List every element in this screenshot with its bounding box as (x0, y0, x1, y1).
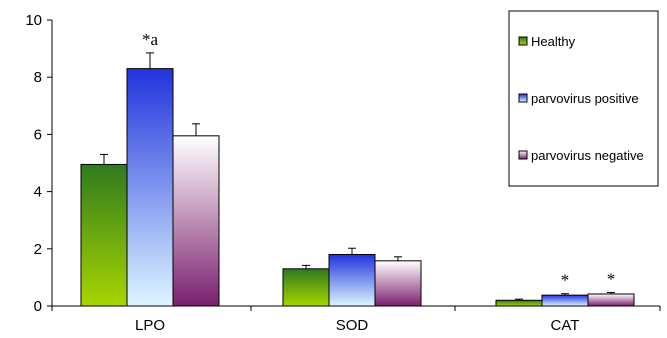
significance-annotation: * (607, 270, 616, 289)
legend-label: parvovirus positive (531, 91, 639, 106)
legend-label: parvovirus negative (531, 148, 644, 163)
y-tick-label: 6 (34, 126, 42, 143)
category-label-sod: SOD (336, 317, 369, 334)
bar-lpo-series-0 (80, 163, 128, 307)
category-label-cat: CAT (551, 317, 580, 334)
bar-sod-series-2 (374, 260, 422, 307)
legend-swatch (518, 150, 528, 160)
bar-cat-series-1 (541, 294, 589, 307)
significance-annotation: * (561, 271, 570, 290)
significance-annotation: *a (142, 30, 159, 49)
legend-box (508, 10, 659, 187)
bars (80, 52, 635, 307)
bar-sod-series-0 (282, 268, 330, 307)
y-tick-label: 10 (25, 12, 42, 29)
bar-sod-series-1 (328, 254, 376, 307)
y-tick-label: 4 (34, 184, 42, 201)
legend-swatch (518, 93, 528, 103)
y-tick-label: 2 (34, 241, 42, 258)
legend: Healthy parvovirus positive parvovirus neg… (508, 10, 659, 187)
bar-cat-series-0 (495, 299, 543, 307)
legend-label: Healthy (531, 34, 576, 49)
legend-swatch (518, 36, 528, 46)
bar-lpo-series-1 (126, 68, 174, 307)
labels: LPO SOD CAT *a * * (135, 30, 615, 334)
bar-cat-series-2 (587, 293, 635, 307)
y-tick-label: 8 (34, 69, 42, 86)
category-label-lpo: LPO (135, 317, 165, 334)
y-tick-label: 0 (34, 298, 42, 315)
bar-lpo-series-2 (172, 135, 220, 307)
